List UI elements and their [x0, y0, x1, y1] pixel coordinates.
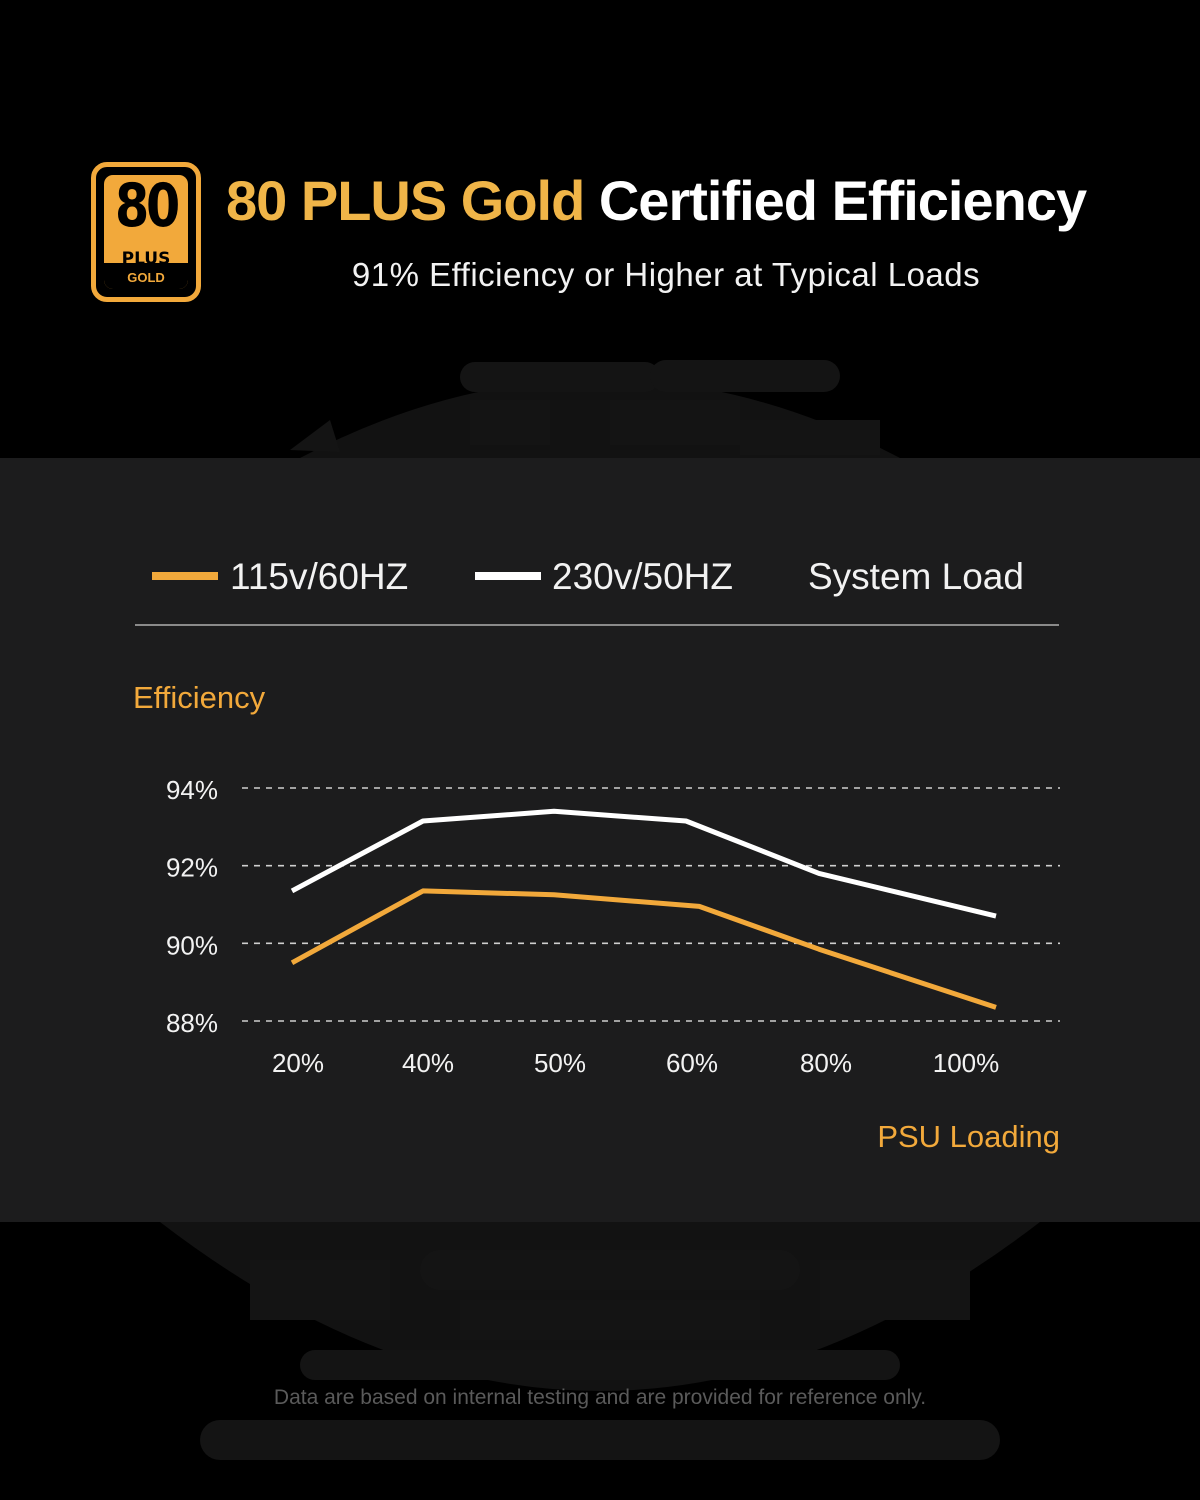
y-tick-label: 92%: [166, 853, 218, 883]
efficiency-chart: 94% 92% 90% 88% 20% 40% 50% 60% 80% 100%: [166, 775, 1060, 1078]
title-highlight: 80 PLUS Gold: [226, 169, 585, 232]
y-tick-label: 94%: [166, 775, 218, 805]
title-rest: Certified Efficiency: [598, 169, 1087, 232]
page-subtitle: 91% Efficiency or Higher at Typical Load…: [351, 256, 981, 293]
legend-swatch-series-2: [475, 572, 541, 580]
series-line-2: [290, 808, 997, 919]
series-line-1: [290, 888, 997, 1010]
x-tick-label: 80%: [800, 1048, 852, 1078]
badge-number: 80: [115, 175, 180, 241]
chart-panel: 115v/60HZ 230v/50HZ System Load Efficien…: [0, 458, 1200, 1222]
legend-divider: [135, 624, 1059, 626]
x-tick-label: 60%: [666, 1048, 718, 1078]
badge-face: 80 PLUS GOLD: [104, 175, 188, 289]
x-tick-label: 20%: [272, 1048, 324, 1078]
badge-tier-band: [104, 263, 188, 289]
x-axis-label: PSU Loading: [877, 1119, 1060, 1154]
legend-swatch-series-1: [152, 572, 218, 580]
legend-label-series-1: 115v/60HZ: [230, 556, 409, 597]
y-tick-label: 90%: [166, 930, 218, 960]
legend-label-series-2: 230v/50HZ: [552, 556, 733, 597]
x-tick-label: 100%: [933, 1048, 1000, 1078]
footnote: Data are based on internal testing and a…: [273, 1386, 927, 1409]
80-plus-gold-badge: 80 PLUS GOLD: [91, 162, 201, 302]
badge-tier: GOLD: [127, 270, 165, 285]
page-title: 80 PLUS Gold Certified Efficiency: [226, 166, 1087, 236]
x-tick-label: 50%: [534, 1048, 586, 1078]
x-tick-label: 40%: [402, 1048, 454, 1078]
y-tick-label: 88%: [166, 1008, 218, 1038]
y-axis-label: Efficiency: [133, 680, 266, 715]
legend-label-system-load: System Load: [808, 556, 1024, 597]
